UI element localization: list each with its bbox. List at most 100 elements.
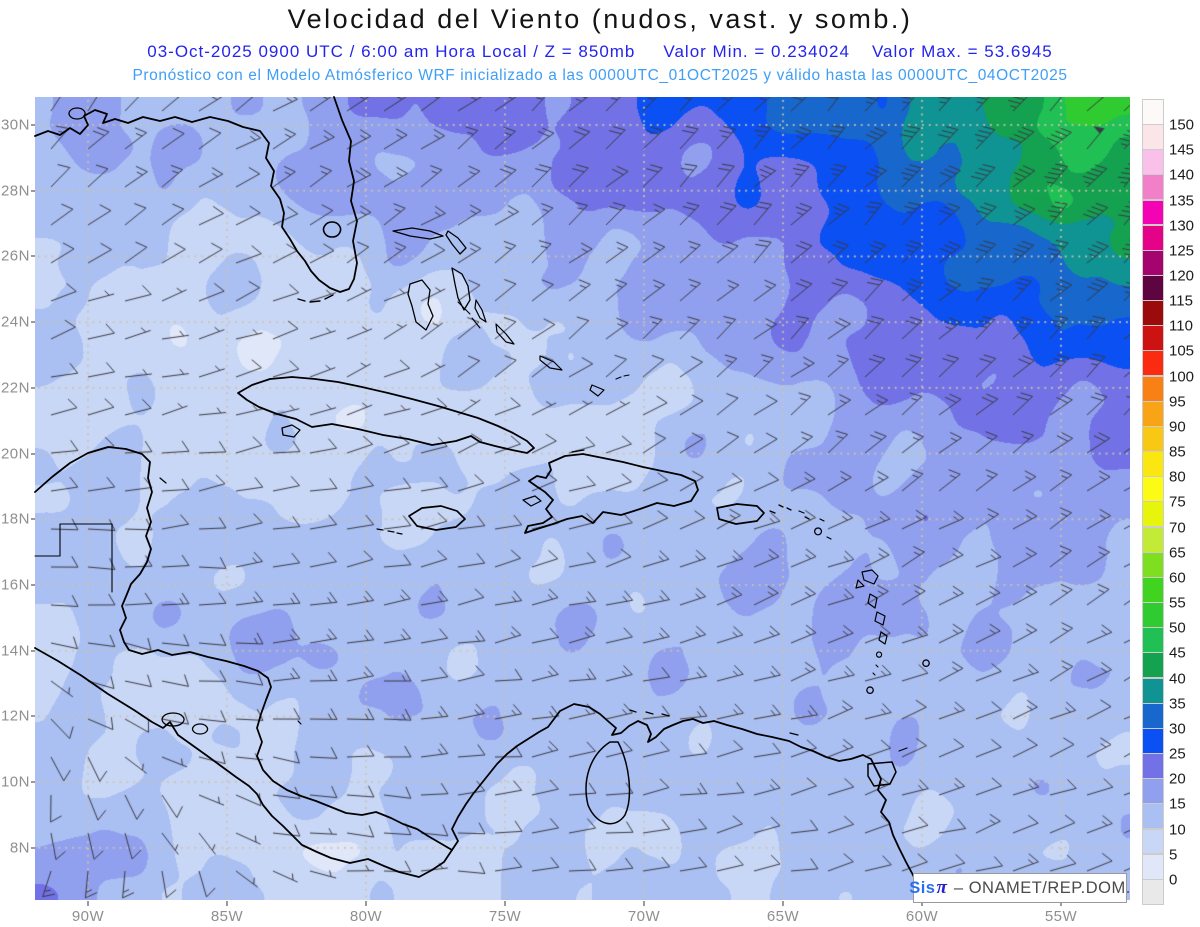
colorbar-label-20: 20: [1169, 770, 1186, 788]
colorbar-cell-18: [1142, 425, 1164, 452]
lat-tick: [31, 518, 35, 521]
lon-label-65W: 65W: [766, 908, 800, 925]
colorbar-label-30: 30: [1169, 720, 1186, 738]
lon-tick: [87, 901, 89, 906]
colorbar-label-125: 125: [1169, 242, 1195, 260]
lat-label-22N: 22N: [0, 379, 30, 397]
lat-tick: [31, 649, 35, 652]
colorbar-label-120: 120: [1169, 267, 1195, 285]
lon-tick: [365, 901, 367, 906]
colorbar-cell-20: [1142, 375, 1164, 402]
lat-tick: [31, 321, 35, 324]
colorbar-cell-9: [1142, 652, 1164, 679]
colorbar-cell-12: [1142, 576, 1164, 603]
colorbar-cell-21: [1142, 350, 1164, 377]
lat-label-18N: 18N: [0, 510, 30, 528]
colorbar-label-80: 80: [1169, 468, 1186, 486]
colorbar-label-50: 50: [1169, 619, 1186, 637]
lon-label-70W: 70W: [627, 908, 661, 925]
colorbar-label-145: 145: [1169, 141, 1195, 159]
lat-tick: [31, 583, 35, 586]
colorbar-cell-3: [1142, 803, 1164, 830]
lat-label-10N: 10N: [0, 773, 30, 791]
watermark-badge: Sis π – ONAMET/REP.DOM.: [909, 873, 1130, 903]
lat-tick: [31, 781, 35, 784]
lon-label-55W: 55W: [1044, 908, 1078, 925]
colorbar-label-35: 35: [1169, 695, 1186, 713]
colorbar-cell-23: [1142, 300, 1164, 327]
colorbar-label-10: 10: [1169, 821, 1186, 839]
lat-tick: [31, 386, 35, 389]
colorbar-label-90: 90: [1169, 418, 1186, 436]
lat-tick: [31, 452, 35, 455]
colorbar-label-45: 45: [1169, 644, 1186, 662]
colorbar-label-70: 70: [1169, 519, 1186, 537]
colorbar-label-25: 25: [1169, 745, 1186, 763]
lon-tick: [782, 901, 784, 906]
lat-tick: [31, 124, 35, 126]
colorbar-label-100: 100: [1169, 368, 1195, 386]
lon-tick: [921, 901, 923, 906]
colorbar-cell-4: [1142, 778, 1164, 805]
wind-speed-shading-and-barbs-canvas: [35, 97, 1130, 900]
colorbar-label-60: 60: [1169, 569, 1186, 587]
colorbar-cell-10: [1142, 627, 1164, 654]
colorbar-cell-26: [1142, 224, 1164, 251]
lon-label-85W: 85W: [210, 908, 244, 925]
colorbar-cell-7: [1142, 702, 1164, 729]
colorbar-cell-16: [1142, 476, 1164, 503]
lon-label-80W: 80W: [349, 908, 383, 925]
lat-label-30N: 30N: [0, 116, 30, 134]
colorbar-cell-15: [1142, 501, 1164, 528]
lon-label-90W: 90W: [71, 908, 105, 925]
value-min-label: Valor Min. = 0.234024: [663, 42, 850, 61]
watermark-brand: Sis: [909, 878, 936, 897]
colorbar-cell-19: [1142, 400, 1164, 427]
colorbar-label-15: 15: [1169, 795, 1186, 813]
lat-label-28N: 28N: [0, 182, 30, 200]
colorbar-cell-24: [1142, 275, 1164, 301]
colorbar-label-130: 130: [1169, 217, 1195, 235]
watermark-org: – ONAMET/REP.DOM.: [948, 878, 1131, 897]
colorbar-cell-8: [1142, 677, 1164, 704]
colorbar-label-135: 135: [1169, 192, 1195, 210]
valid-datetime-label: 03-Oct-2025 0900 UTC / 6:00 am Hora Loca…: [147, 42, 636, 61]
lat-label-20N: 20N: [0, 445, 30, 463]
lat-label-24N: 24N: [0, 313, 30, 331]
colorbar-cell-14: [1142, 526, 1164, 553]
colorbar-cell-27: [1142, 199, 1164, 226]
model-info-label: Pronóstico con el Modelo Atmósferico WRF…: [132, 67, 1068, 84]
lon-tick: [504, 901, 506, 906]
value-max-label: Valor Max. = 53.6945: [871, 42, 1053, 61]
colorbar-cell-6: [1142, 727, 1164, 754]
colorbar-label-0: 0: [1169, 871, 1178, 889]
colorbar-label-85: 85: [1169, 443, 1186, 461]
subtitle-datetime-row: 03-Oct-2025 0900 UTC / 6:00 am Hora Loca…: [0, 42, 1200, 62]
colorbar-label-40: 40: [1169, 670, 1186, 688]
lon-tick: [1060, 901, 1062, 906]
lat-tick: [31, 189, 35, 192]
colorbar-label-105: 105: [1169, 342, 1195, 360]
colorbar-cell-17: [1142, 451, 1164, 478]
colorbar-label-140: 140: [1169, 166, 1195, 184]
colorbar-cell-22: [1142, 325, 1164, 352]
colorbar-label-110: 110: [1169, 317, 1193, 335]
colorbar-cell-25: [1142, 249, 1164, 276]
colorbar-cell-11: [1142, 602, 1164, 629]
lat-label-26N: 26N: [0, 247, 30, 265]
lon-label-60W: 60W: [905, 908, 939, 925]
colorbar-label-5: 5: [1169, 846, 1178, 864]
colorbar-label-55: 55: [1169, 594, 1186, 612]
lat-tick: [31, 715, 35, 718]
lon-tick: [643, 901, 645, 906]
colorbar-label-115: 115: [1169, 292, 1193, 310]
colorbar-cell-30: [1142, 124, 1164, 150]
colorbar-cell-2: [1142, 828, 1164, 855]
lat-label-14N: 14N: [0, 642, 30, 660]
colorbar-cell-5: [1142, 753, 1164, 779]
colorbar-label-65: 65: [1169, 544, 1186, 562]
lat-label-16N: 16N: [0, 576, 30, 594]
colorbar-label-150: 150: [1169, 116, 1195, 134]
colorbar-cell-31: [1142, 98, 1164, 125]
